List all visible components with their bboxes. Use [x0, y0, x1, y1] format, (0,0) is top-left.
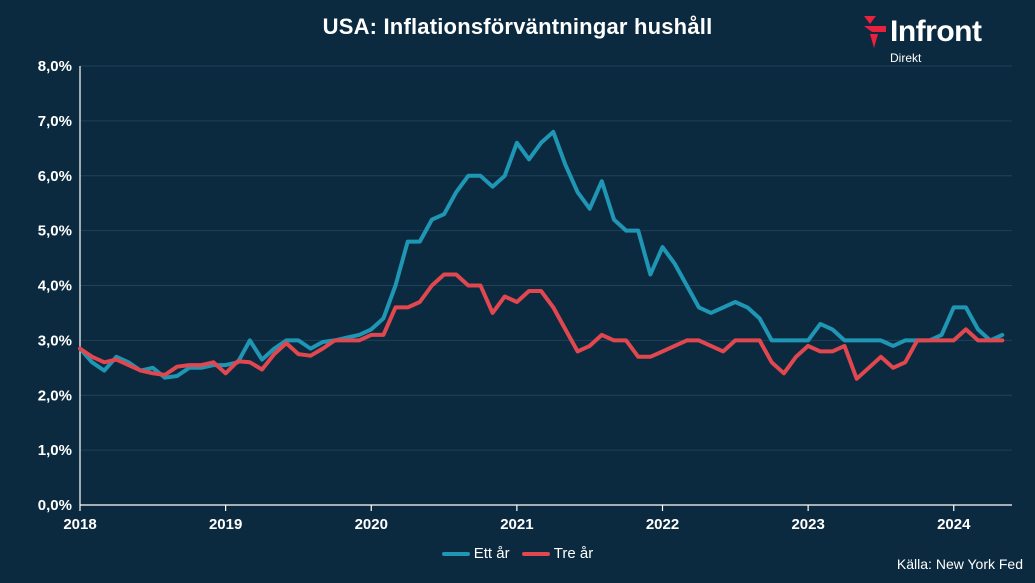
y-tick-label: 8,0% — [38, 58, 72, 75]
x-tick-label: 2020 — [355, 516, 388, 533]
y-tick-label: 5,0% — [38, 223, 72, 240]
legend-swatch — [521, 552, 550, 557]
logo-wordmark: Infront — [890, 15, 982, 48]
gridlines — [80, 65, 1012, 451]
chart-legend: Ett år Tre år — [0, 545, 1035, 562]
logo-subtitle: Direkt — [890, 51, 922, 65]
x-tick-label: 2019 — [209, 516, 242, 533]
x-tick-label: 2022 — [646, 516, 679, 533]
source-note: Källa: New York Fed — [896, 556, 1023, 572]
y-tick-label: 0,0% — [38, 497, 72, 514]
series-lines — [78, 129, 1005, 381]
x-tick-labels: 2018 2019 2020 2021 2022 2023 2024 — [63, 516, 971, 533]
legend-label: Tre år — [553, 545, 594, 562]
legend-label: Ett år — [473, 545, 510, 562]
x-tick-label: 2021 — [500, 516, 533, 533]
y-tick-label: 2,0% — [38, 387, 72, 404]
axes — [79, 66, 1012, 511]
x-tick-label: 2023 — [791, 516, 824, 533]
y-tick-label: 1,0% — [38, 442, 72, 459]
infront-logo-mark-icon — [864, 16, 886, 48]
legend-swatch — [441, 552, 470, 557]
infront-logo: Infront Direkt — [862, 10, 1022, 70]
legend-item-ett-ar: Ett år — [441, 545, 510, 562]
x-tick-label: 2024 — [937, 516, 971, 533]
y-tick-label: 4,0% — [38, 278, 72, 295]
y-tick-labels: 0,0% 1,0% 2,0% 3,0% 4,0% 5,0% 6,0% 7,0% 8,0% — [38, 58, 72, 514]
y-tick-label: 6,0% — [38, 168, 72, 185]
legend-item-tre-ar: Tre år — [521, 545, 594, 562]
chart-title: USA: Inflationsförväntningar hushåll — [322, 14, 713, 39]
y-tick-label: 3,0% — [38, 332, 72, 349]
y-tick-label: 7,0% — [38, 113, 72, 130]
series-line-tre-ar — [78, 272, 1005, 381]
x-tick-label: 2018 — [63, 516, 96, 533]
